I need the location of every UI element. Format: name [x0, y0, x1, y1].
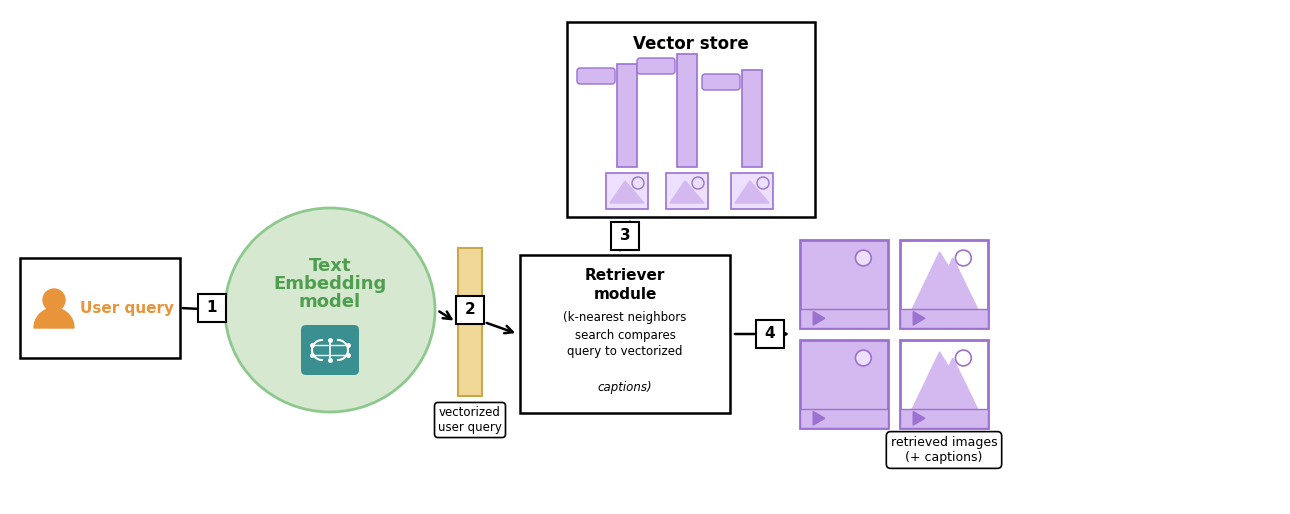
- Wedge shape: [34, 308, 74, 328]
- Polygon shape: [913, 311, 925, 325]
- FancyBboxPatch shape: [577, 68, 615, 84]
- Circle shape: [43, 289, 64, 311]
- Text: model: model: [299, 293, 361, 311]
- Text: vectorized
user query: vectorized user query: [439, 406, 502, 434]
- Bar: [666, 173, 708, 209]
- Circle shape: [855, 350, 871, 366]
- Bar: [611, 222, 639, 250]
- Polygon shape: [670, 181, 704, 203]
- Bar: [900, 308, 988, 328]
- Polygon shape: [813, 311, 824, 325]
- Bar: [458, 248, 482, 396]
- Text: 3: 3: [619, 229, 631, 244]
- Text: retrieved images
(+ captions): retrieved images (+ captions): [890, 436, 997, 464]
- Polygon shape: [813, 412, 824, 425]
- Text: Embedding: Embedding: [273, 275, 387, 293]
- Bar: [900, 240, 988, 328]
- Polygon shape: [913, 412, 925, 425]
- Bar: [455, 296, 484, 324]
- Ellipse shape: [224, 208, 435, 412]
- Bar: [800, 308, 888, 328]
- Text: Retriever
module: Retriever module: [584, 268, 666, 302]
- Polygon shape: [610, 181, 644, 203]
- Bar: [197, 294, 226, 322]
- Circle shape: [691, 177, 704, 189]
- Polygon shape: [827, 258, 882, 318]
- Polygon shape: [808, 252, 880, 318]
- Text: Vector store: Vector store: [633, 35, 749, 53]
- Polygon shape: [926, 258, 982, 318]
- Text: (k-nearest neighbors
search compares
query to vectorized: (k-nearest neighbors search compares que…: [564, 311, 686, 358]
- FancyBboxPatch shape: [301, 325, 359, 375]
- Bar: [617, 64, 637, 167]
- Text: captions): captions): [597, 381, 653, 395]
- Circle shape: [632, 177, 644, 189]
- Bar: [900, 409, 988, 428]
- Text: 4: 4: [765, 326, 775, 341]
- Bar: [606, 173, 648, 209]
- Text: 1: 1: [206, 301, 217, 316]
- Bar: [731, 173, 773, 209]
- FancyBboxPatch shape: [637, 58, 675, 74]
- Text: 2: 2: [464, 303, 476, 318]
- Bar: [900, 340, 988, 428]
- Polygon shape: [908, 352, 980, 418]
- Bar: [800, 240, 888, 328]
- Bar: [742, 70, 762, 167]
- Circle shape: [956, 350, 971, 366]
- Circle shape: [956, 250, 971, 266]
- Bar: [677, 54, 697, 167]
- Circle shape: [757, 177, 769, 189]
- Bar: [21, 258, 181, 358]
- Polygon shape: [735, 181, 769, 203]
- Bar: [568, 22, 815, 217]
- Polygon shape: [908, 252, 980, 318]
- Text: User query: User query: [80, 301, 174, 316]
- Polygon shape: [926, 358, 982, 418]
- Bar: [800, 340, 888, 428]
- Bar: [800, 409, 888, 428]
- Bar: [756, 320, 784, 348]
- Bar: [520, 255, 730, 413]
- Text: Text: Text: [308, 257, 351, 275]
- Polygon shape: [808, 352, 880, 418]
- FancyBboxPatch shape: [702, 74, 740, 90]
- Polygon shape: [827, 358, 882, 418]
- Circle shape: [855, 250, 871, 266]
